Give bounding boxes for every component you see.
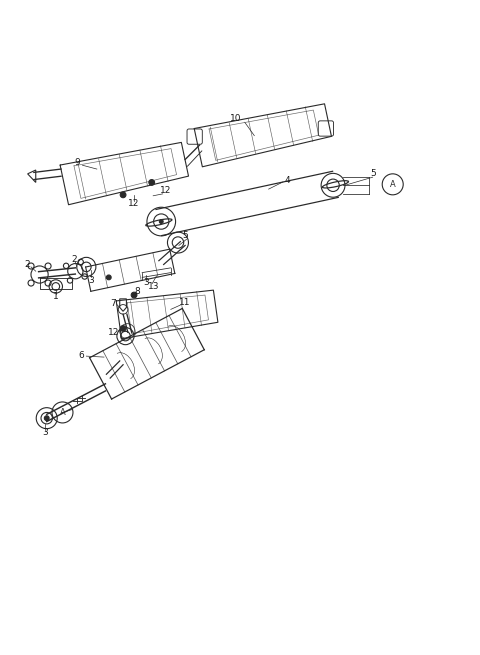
Text: 3: 3 [143, 278, 149, 287]
Text: 2: 2 [71, 255, 77, 264]
Circle shape [44, 416, 49, 421]
Text: 6: 6 [79, 350, 84, 360]
Text: 9: 9 [74, 159, 80, 168]
Circle shape [159, 219, 163, 223]
Text: 4: 4 [285, 176, 290, 185]
Text: 5: 5 [371, 170, 376, 178]
Text: A: A [390, 180, 396, 189]
Circle shape [120, 326, 126, 331]
Text: 3: 3 [42, 428, 48, 437]
Text: 13: 13 [148, 282, 160, 291]
Text: A: A [60, 408, 65, 417]
Text: 10: 10 [229, 114, 241, 123]
Circle shape [120, 192, 126, 198]
Text: 7: 7 [111, 299, 117, 308]
Text: 12: 12 [128, 199, 140, 208]
Text: 2: 2 [25, 260, 30, 269]
Text: 3: 3 [88, 276, 94, 285]
Text: 11: 11 [180, 298, 191, 307]
Text: 5: 5 [182, 231, 188, 240]
Text: 12: 12 [160, 186, 172, 195]
Text: 8: 8 [134, 287, 140, 296]
Circle shape [149, 179, 155, 185]
Text: 12: 12 [108, 328, 119, 337]
Text: 1: 1 [53, 292, 59, 301]
Circle shape [131, 292, 137, 298]
Circle shape [107, 275, 111, 280]
